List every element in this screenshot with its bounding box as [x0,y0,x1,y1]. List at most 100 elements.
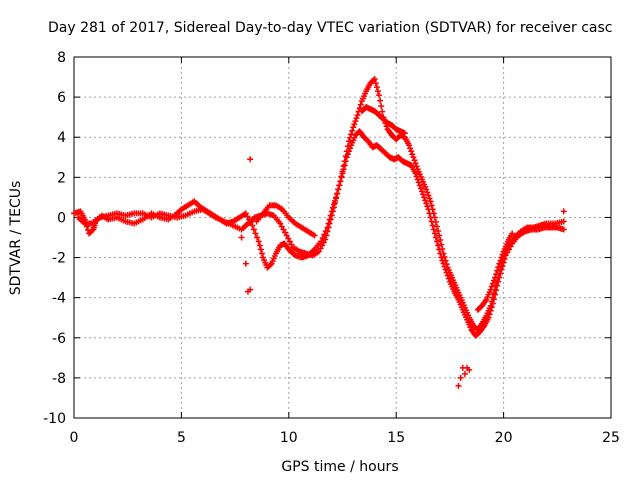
data-point-track-a-dense [244,213,251,220]
data-point-outliers [238,234,245,241]
y-tick-label: -10 [43,411,66,427]
data-point-track-a-dense [426,195,433,202]
data-point-track-b-dense [331,199,338,206]
data-point-outliers [560,208,567,215]
data-point-track-b-dense [427,214,434,221]
data-point-track-c-dense [297,223,304,230]
data-point-track-a [410,154,417,161]
x-tick-label: 5 [177,430,186,446]
data-point-track-a-dense [490,290,497,297]
data-point-outliers [242,260,249,267]
data-point-track-a-dense [357,101,364,108]
data-point-track-b-dense [422,197,429,204]
data-point-track-b-dense [495,278,502,285]
data-point-track-c-dense [290,218,297,225]
data-point-track-b-dense [80,218,87,225]
data-point-track-c-dense [277,205,284,212]
data-point-track-a-dense [120,217,127,224]
data-point-track-b-dense [163,211,170,218]
data-point-track-a-dense [176,208,183,215]
data-point-track-b-dense [286,238,293,245]
data-point-track-b-dense [103,212,110,219]
data-point-track-a-dense [435,227,442,234]
data-point-track-a-dense [437,237,444,244]
data-point-track-b-dense [484,316,491,323]
data-point-track-a-dense [428,202,435,209]
grid [74,57,611,418]
data-point-track-b-dense [501,256,508,263]
data-point-track-c-dense [382,118,389,125]
data-point-track-c-dense [373,110,380,117]
data-point-track-a-dense [372,80,379,87]
data-point-track-b-dense [329,208,336,215]
axis-ticks: 0 5 10 15 20 25 -10 -8 -6 -4 -2 0 2 4 6 8 [43,50,620,446]
data-point-track-b-dense [278,223,285,230]
data-point-track-a-dense [425,192,432,199]
data-point-track-b [489,300,496,307]
data-point-track-b-dense [219,217,226,224]
y-tick-label: 2 [57,170,66,186]
data-point-track-b-dense [411,168,418,175]
data-point-track-b-dense [347,145,354,152]
data-point-track-b-dense [413,173,420,180]
data-point-track-c [492,274,499,281]
data-point-track-b-dense [450,286,457,293]
data-point-track-a-dense [374,88,381,95]
data-point-track-a-dense [422,183,429,190]
data-point-track-b-dense [439,257,446,264]
data-point-track-b-dense [493,287,500,294]
data-point-track-b-dense [376,144,383,151]
data-point-track-b-dense [430,226,437,233]
data-point-track-a-dense [407,145,414,152]
data-point-track-c-dense [284,212,291,219]
data-point-track-b-dense [319,242,326,249]
data-point-track-b-dense [414,176,421,183]
data-point-track-b-dense [94,215,101,222]
data-point-track-b-dense [499,263,506,270]
data-point-track-c-dense [493,271,500,278]
data-point-track-b-dense [327,216,334,223]
data-point-track-a-dense [405,140,412,147]
data-point-track-a-dense [252,230,259,237]
data-point-track-c-dense [258,212,265,219]
data-point-track-b-dense [189,209,196,216]
data-point-track-a [249,222,256,229]
data-point-track-b [421,194,428,201]
data-point-track-b-dense [334,190,341,197]
data-point-track-b-dense [384,152,391,159]
data-point-track-b-dense [417,185,424,192]
data-point-track-b [429,222,436,229]
data-point-track-a-dense [266,262,273,269]
x-tick-label: 0 [70,430,79,446]
data-point-track-b-dense [275,218,282,225]
data-point-track-b-dense [443,269,450,276]
data-point-track-a-dense [88,228,95,235]
data-point-track-b-dense [282,229,289,236]
y-tick-label: -8 [52,371,66,387]
data-point-track-b-dense [444,272,451,279]
data-point-outliers [457,374,464,381]
data-point-track-a-dense [434,223,441,230]
data-point-track-b [498,266,505,273]
y-tick-label: 6 [57,90,66,106]
data-point-track-b [322,236,329,243]
data-point-track-b-dense [328,212,335,219]
data-point-track-b-dense [445,275,452,282]
data-point-track-a-dense [412,160,419,167]
data-point-track-b-dense [423,200,430,207]
data-point-track-c-dense [489,280,496,287]
data-point-track-a [354,112,361,119]
data-point-track-b-dense [211,213,218,220]
data-point-track-b-dense [486,311,493,318]
data-point-track-c-dense [400,129,407,136]
data-point-track-a-dense [438,241,445,248]
data-point-track-c-dense [391,124,398,131]
data-point-track-b-dense [480,324,487,331]
data-point-track-a-dense [469,320,476,327]
data-point-track-a-dense [409,151,416,158]
data-point-track-a-dense [411,157,418,164]
x-tick-label: 25 [602,430,620,446]
data-point-track-b [416,182,423,189]
data-point-track-b-dense [415,179,422,186]
data-point-track-c-dense [378,114,385,121]
